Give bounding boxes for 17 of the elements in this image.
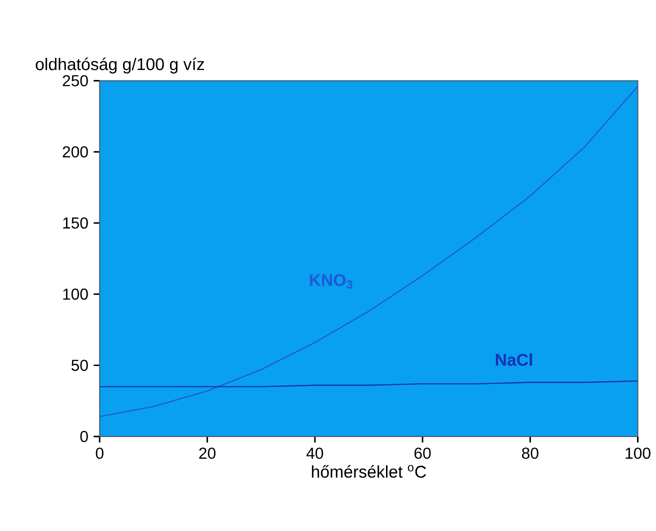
y-tick-label: 200 <box>62 146 88 158</box>
y-tick-label: 50 <box>71 360 88 371</box>
y-tick-label: 100 <box>63 288 88 300</box>
y-tick-label: 150 <box>63 217 88 229</box>
x-tick-label: 40 <box>306 448 324 459</box>
line-series <box>100 86 638 418</box>
x-tick-label: 0 <box>96 448 104 459</box>
x-tick-label: 20 <box>199 448 216 459</box>
series-label: NaCl <box>496 353 532 366</box>
x-tick-label: 60 <box>414 448 431 459</box>
y-tick-label: 0 <box>80 430 88 442</box>
x-tick-label: 100 <box>626 448 650 459</box>
series-label: KNO$_{3}$ <box>310 274 352 289</box>
y-axis-title: oldhatóság g/100 g víz <box>36 58 204 74</box>
y-tick-label: 250 <box>62 75 88 86</box>
x-tick-label: 80 <box>522 448 538 459</box>
x-axis-title: hőmérséklet $^{o}$C <box>312 464 426 478</box>
